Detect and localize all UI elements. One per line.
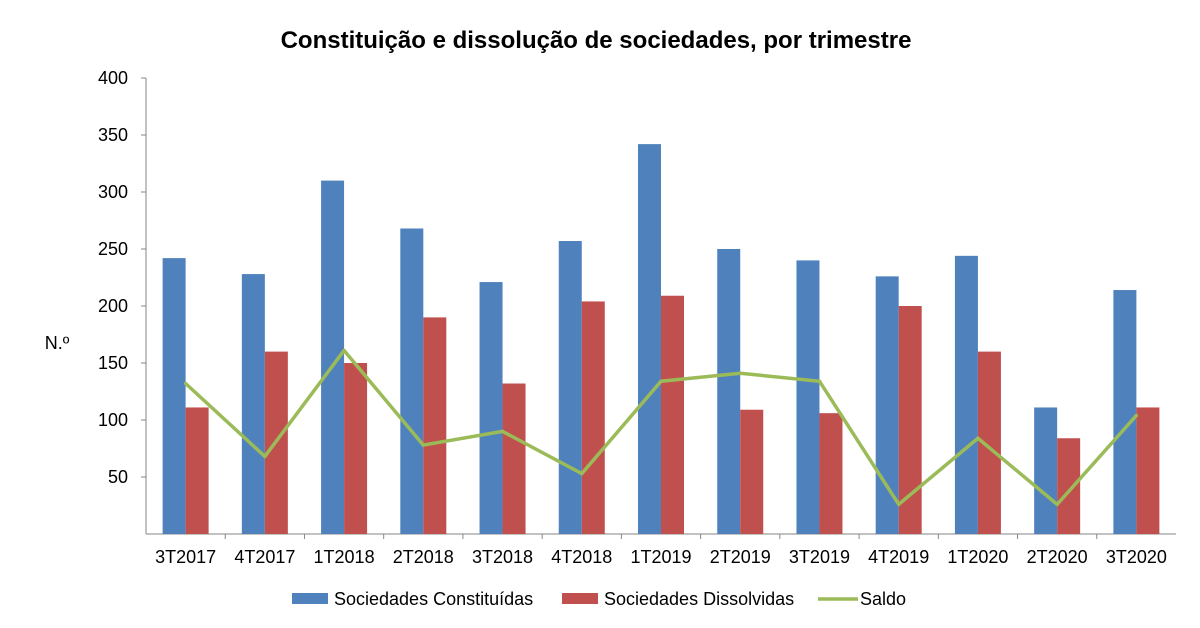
bar-dissolvidas <box>898 306 922 534</box>
saldo-point <box>1055 502 1059 507</box>
saldo-point <box>1134 413 1139 418</box>
bar-constituidas <box>400 228 424 535</box>
x-tick-label: 3T2018 <box>472 547 533 567</box>
bar-constituidas <box>1113 290 1137 534</box>
bar-dissolvidas <box>661 295 684 534</box>
saldo-point <box>659 379 663 383</box>
saldo-point <box>263 454 267 459</box>
y-tick-label: 400 <box>98 68 128 88</box>
x-ticks: 3T2017 4T2017 1T2018 2T2018 3T2018 4T2018 1T20… <box>155 534 1167 567</box>
saldo-point <box>421 443 426 447</box>
line-series <box>183 348 1139 507</box>
bar-constituidas <box>954 255 978 534</box>
bar-constituidas <box>875 276 899 534</box>
x-tick-label: 4T2019 <box>868 547 929 567</box>
y-tick-label: 250 <box>98 239 128 259</box>
y-tick-label: 300 <box>98 182 128 202</box>
x-tick-label: 2T2019 <box>710 547 771 567</box>
bars <box>162 144 1160 535</box>
x-tick-label: 3T2019 <box>789 547 850 567</box>
bar-dissolvidas <box>977 351 1001 534</box>
x-tick-label: 3T2017 <box>155 547 216 567</box>
y-tick-label: 50 <box>108 467 128 487</box>
bar-dissolvidas <box>1057 438 1081 534</box>
saldo-point <box>817 379 822 383</box>
y-tick-label: 200 <box>98 296 128 316</box>
legend-label: Sociedades Constituídas <box>334 589 533 609</box>
y-ticks: 50 100 150 200 250 300 350 400 <box>98 68 146 487</box>
x-tick-label: 1T2019 <box>630 547 691 567</box>
bar-constituidas <box>321 180 345 534</box>
bar-dissolvidas <box>740 409 764 534</box>
bar-dissolvidas <box>1136 407 1160 534</box>
legend-label: Sociedades Dissolvidas <box>604 589 794 609</box>
x-tick-label: 1T2018 <box>314 547 375 567</box>
saldo-point <box>738 371 742 376</box>
y-tick-label: 150 <box>98 353 128 373</box>
saldo-point <box>580 471 584 476</box>
x-tick-label: 1T2020 <box>947 547 1008 567</box>
bar-dissolvidas <box>185 407 209 534</box>
bar-dissolvidas <box>819 413 843 534</box>
saldo-point <box>342 348 346 353</box>
chart-title: Constituição e dissolução de sociedades,… <box>281 27 912 54</box>
saldo-point <box>500 429 505 434</box>
x-tick-label: 2T2018 <box>393 547 454 567</box>
saldo-point <box>976 436 980 440</box>
bar-constituidas <box>638 144 661 534</box>
bar-dissolvidas <box>344 363 368 534</box>
bar-dissolvidas <box>502 383 526 534</box>
bar-dissolvidas <box>423 317 447 534</box>
x-tick-label: 4T2018 <box>551 547 612 567</box>
bar-constituidas <box>717 249 741 534</box>
bar-constituidas <box>558 241 582 534</box>
x-tick-label: 4T2017 <box>234 547 295 567</box>
bar-constituidas <box>162 258 186 534</box>
bar-constituidas <box>479 282 503 534</box>
legend-swatch <box>292 593 328 604</box>
bar-constituidas <box>1034 407 1058 534</box>
y-axis-label: N.º <box>45 333 70 353</box>
legend-label: Saldo <box>860 589 906 609</box>
bar-constituidas <box>796 260 820 534</box>
y-tick-label: 350 <box>98 125 128 145</box>
legend-swatch <box>562 593 598 604</box>
bar-constituidas <box>241 274 265 534</box>
saldo-point <box>896 502 901 507</box>
x-tick-label: 2T2020 <box>1027 547 1088 567</box>
x-tick-label: 3T2020 <box>1106 547 1167 567</box>
saldo-point <box>183 381 188 386</box>
bar-dissolvidas <box>581 301 605 534</box>
legend: Sociedades Constituídas Sociedades Dissol… <box>292 589 906 609</box>
y-tick-label: 100 <box>98 410 128 430</box>
